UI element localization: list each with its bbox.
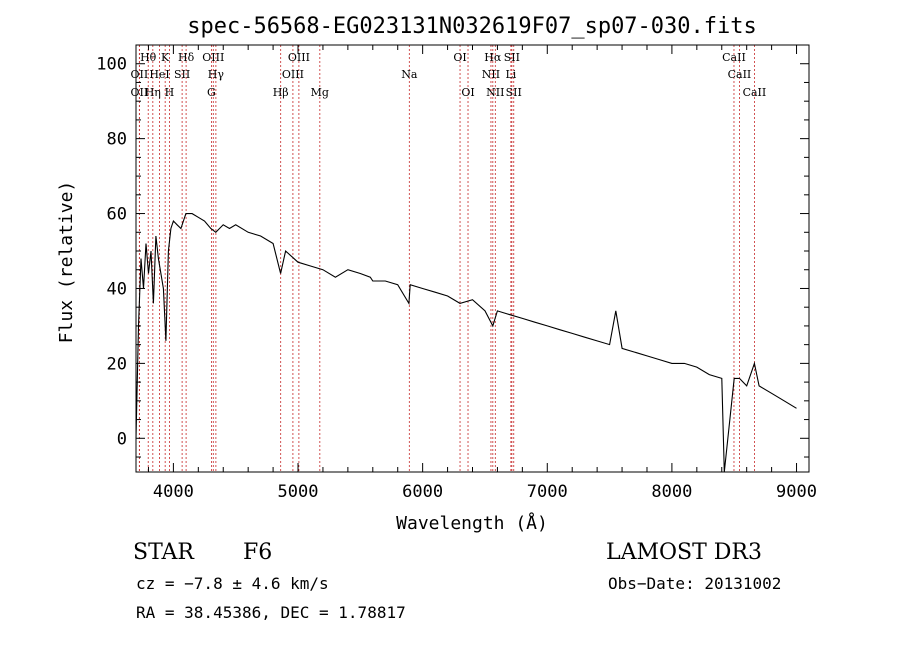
spectral-line-label: Hδ bbox=[178, 51, 195, 64]
spectral-line-label: OIII bbox=[202, 51, 224, 64]
x-axis: 4000 5000 6000 7000 8000 9000 bbox=[147, 45, 817, 502]
x-axis-label: Wavelength (Å) bbox=[396, 512, 548, 534]
spectral-subclass: F6 bbox=[243, 540, 273, 565]
spectral-line-label: Na bbox=[401, 68, 418, 81]
spectral-line-label: OII bbox=[131, 86, 149, 99]
spectral-line-label: OIII bbox=[288, 51, 310, 64]
x-tick-label: 4000 bbox=[153, 482, 194, 502]
spectral-line-label: Hη bbox=[145, 86, 161, 99]
spectral-line-label: G bbox=[207, 86, 216, 99]
spectral-line-label: CaII bbox=[743, 86, 767, 99]
spectral-line-label: Li bbox=[505, 68, 516, 81]
chart-title: spec-56568-EG023131N032619F07_sp07-030.f… bbox=[187, 14, 757, 39]
spectral-line-label: SII bbox=[504, 51, 520, 64]
spectral-line-label: SII bbox=[174, 68, 190, 81]
spectrum-line bbox=[135, 213, 797, 473]
x-tick-label: 7000 bbox=[527, 482, 568, 502]
x-tick-label: 6000 bbox=[402, 482, 443, 502]
y-tick-label: 0 bbox=[117, 429, 127, 449]
y-axis-label: Flux (relative) bbox=[56, 181, 77, 344]
observation-date: Obs−Date: 20131002 bbox=[608, 574, 782, 593]
spectral-line-markers bbox=[138, 45, 755, 472]
spectral-line-label: Hα bbox=[484, 51, 502, 64]
spectral-line-label: Hγ bbox=[208, 68, 225, 81]
x-tick-label: 9000 bbox=[776, 482, 817, 502]
redshift-velocity: cz = −7.8 ± 4.6 km/s bbox=[136, 574, 329, 593]
coordinates: RA = 38.45386, DEC = 1.78817 bbox=[136, 603, 406, 622]
y-tick-label: 100 bbox=[96, 55, 127, 75]
spectral-line-label: HeI bbox=[149, 68, 169, 81]
spectral-line-label: K bbox=[161, 51, 170, 64]
spectral-line-label: OI bbox=[461, 86, 474, 99]
spectral-line-label: Hβ bbox=[273, 86, 289, 99]
spectral-line-label: SII bbox=[506, 86, 522, 99]
y-tick-label: 60 bbox=[107, 205, 127, 225]
spectral-line-label: OI bbox=[453, 51, 466, 64]
spectral-line-label: CaII bbox=[722, 51, 746, 64]
spectral-line-label: OII bbox=[131, 68, 149, 81]
object-type: STAR bbox=[133, 540, 194, 565]
spectral-line-label: Hθ bbox=[140, 51, 157, 64]
plot-frame bbox=[135, 44, 810, 473]
spectral-line-label: OIII bbox=[282, 68, 304, 81]
y-axis: 0 20 40 60 80 100 bbox=[96, 55, 809, 458]
y-tick-label: 20 bbox=[107, 354, 127, 374]
spectral-line-label: NII bbox=[482, 68, 500, 81]
spectral-line-label: NII bbox=[486, 86, 504, 99]
survey-name: LAMOST DR3 bbox=[606, 540, 762, 565]
y-tick-label: 80 bbox=[107, 130, 127, 150]
x-tick-label: 8000 bbox=[651, 482, 692, 502]
y-tick-label: 40 bbox=[107, 279, 127, 299]
spectral-line-labels: OII OII Hθ Hη HeI K H SII Hδ OIII Hγ G Hβ OIII OIII Mg N… bbox=[131, 51, 767, 99]
spectral-line-label: Mg bbox=[311, 86, 329, 99]
x-tick-label: 5000 bbox=[278, 482, 319, 502]
spectral-line-label: CaII bbox=[728, 68, 752, 81]
spectral-line-label: H bbox=[165, 86, 175, 99]
